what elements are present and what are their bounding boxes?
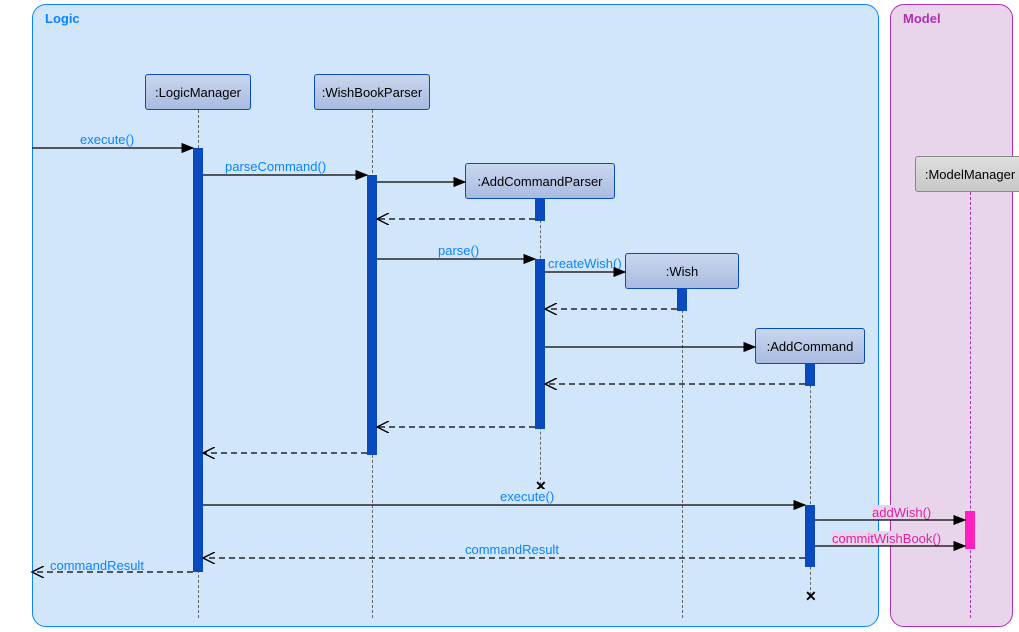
activation-addcommandparser-2 bbox=[535, 259, 545, 429]
participant-modelmanager: :ModelManager bbox=[915, 156, 1019, 192]
msg-execute-2: execute() bbox=[500, 489, 554, 504]
msg-execute-1: execute() bbox=[80, 132, 134, 147]
participant-wish: :Wish bbox=[625, 253, 739, 289]
participant-wishbookparser-label: :WishBookParser bbox=[322, 85, 422, 100]
lifeline-modelmanager bbox=[970, 192, 971, 618]
participant-addcommandparser-label: :AddCommandParser bbox=[478, 174, 603, 189]
msg-commandresult-2: commandResult bbox=[50, 558, 144, 573]
destroy-addcommand: ✕ bbox=[805, 588, 817, 605]
activation-addcommand-2 bbox=[805, 505, 815, 567]
msg-commitwishbook: commitWishBook() bbox=[832, 531, 941, 546]
activation-addcommand-1 bbox=[805, 364, 815, 386]
sequence-diagram: Logic Model :LogicManager :WishBookParse… bbox=[0, 0, 1019, 632]
activation-wishbookparser bbox=[367, 175, 377, 455]
msg-commandresult-1: commandResult bbox=[465, 542, 559, 557]
participant-modelmanager-label: :ModelManager bbox=[925, 167, 1015, 182]
frame-logic-label: Logic bbox=[45, 11, 80, 26]
participant-wish-label: :Wish bbox=[666, 264, 699, 279]
frame-model-label: Model bbox=[903, 11, 941, 26]
participant-logicmanager-label: :LogicManager bbox=[155, 85, 241, 100]
activation-addcommandparser-1 bbox=[535, 199, 545, 221]
lifeline-wish bbox=[682, 290, 683, 618]
msg-parse: parse() bbox=[438, 243, 479, 258]
participant-wishbookparser: :WishBookParser bbox=[314, 74, 430, 110]
msg-addwish: addWish() bbox=[872, 505, 931, 520]
participant-logicmanager: :LogicManager bbox=[145, 74, 251, 110]
activation-modelmanager bbox=[965, 511, 975, 549]
participant-addcommand-label: :AddCommand bbox=[767, 339, 854, 354]
participant-addcommand: :AddCommand bbox=[755, 328, 865, 364]
msg-createwish: createWish() bbox=[548, 256, 622, 271]
participant-addcommandparser: :AddCommandParser bbox=[465, 163, 615, 199]
msg-parsecommand: parseCommand() bbox=[225, 159, 326, 174]
activation-wish bbox=[677, 289, 687, 311]
activation-logicmanager bbox=[193, 148, 203, 572]
